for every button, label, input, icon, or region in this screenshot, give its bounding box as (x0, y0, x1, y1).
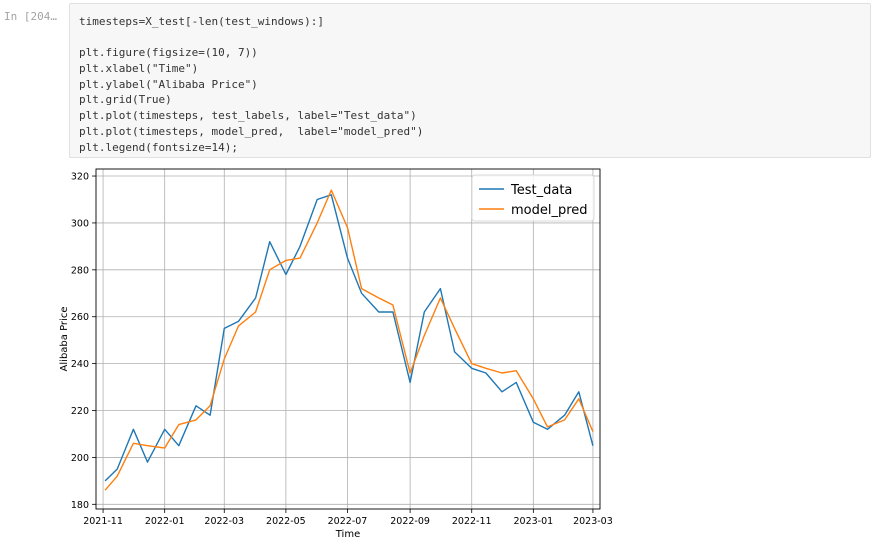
y-axis-label: Alibaba Price (59, 307, 70, 372)
line-chart: 180 200 220 240 260 280 300 320 2021-11 2022-01 20… (59, 168, 613, 540)
code-line-9: plt.legend(fontsize=14); (79, 140, 238, 154)
legend-label: Test_data (510, 183, 572, 198)
y-tick-label: 220 (71, 406, 89, 417)
output-plot: 180 200 220 240 260 280 300 320 2021-11 2022-01 20… (53, 166, 613, 550)
y-tick-label: 280 (71, 265, 89, 276)
plot-area (96, 169, 600, 509)
cell-prompt: In [204… (4, 10, 57, 23)
series-line-model-pred (104, 189, 594, 491)
x-tick-label: 2023-01 (513, 516, 553, 527)
plot-frame (95, 168, 601, 510)
x-axis-label: Time (335, 529, 360, 540)
series-line-test-data (104, 194, 594, 482)
code-line-5: plt.ylabel("Alibaba Price") (79, 77, 258, 91)
code-cell[interactable]: timesteps=X_test[-len(test_windows):] pl… (69, 3, 871, 158)
code-line-8: plt.plot(timesteps, model_pred, label="m… (79, 124, 424, 138)
y-tick-label: 320 (71, 172, 89, 183)
x-tick-label: 2022-09 (390, 516, 430, 527)
code-editor[interactable]: timesteps=X_test[-len(test_windows):] pl… (79, 14, 423, 155)
y-tick-label: 240 (71, 359, 89, 370)
code-line-7: plt.plot(timesteps, test_labels, label="… (79, 109, 417, 123)
code-line-6: plt.grid(True) (79, 93, 172, 107)
x-tick-label: 2023-03 (573, 516, 613, 527)
legend-label: model_pred (511, 203, 588, 218)
code-line-1: timesteps=X_test[-len(test_windows):] (79, 15, 325, 28)
x-tick-label: 2021-11 (83, 516, 123, 527)
code-line-4: plt.xlabel("Time") (79, 62, 199, 76)
x-tick-label: 2022-11 (452, 516, 492, 527)
y-tick-label: 260 (71, 312, 89, 323)
x-tick-label: 2022-03 (204, 516, 244, 527)
x-tick-label: 2022-05 (266, 516, 306, 527)
y-tick-label: 200 (71, 453, 89, 464)
code-line-3: plt.figure(figsize=(10, 7)) (79, 46, 258, 60)
y-tick-label: 300 (71, 218, 89, 229)
x-tick-label: 2022-01 (145, 516, 185, 527)
code-line-2 (79, 30, 423, 46)
y-tick-label: 180 (71, 500, 89, 511)
x-tick-label: 2022-07 (328, 516, 368, 527)
